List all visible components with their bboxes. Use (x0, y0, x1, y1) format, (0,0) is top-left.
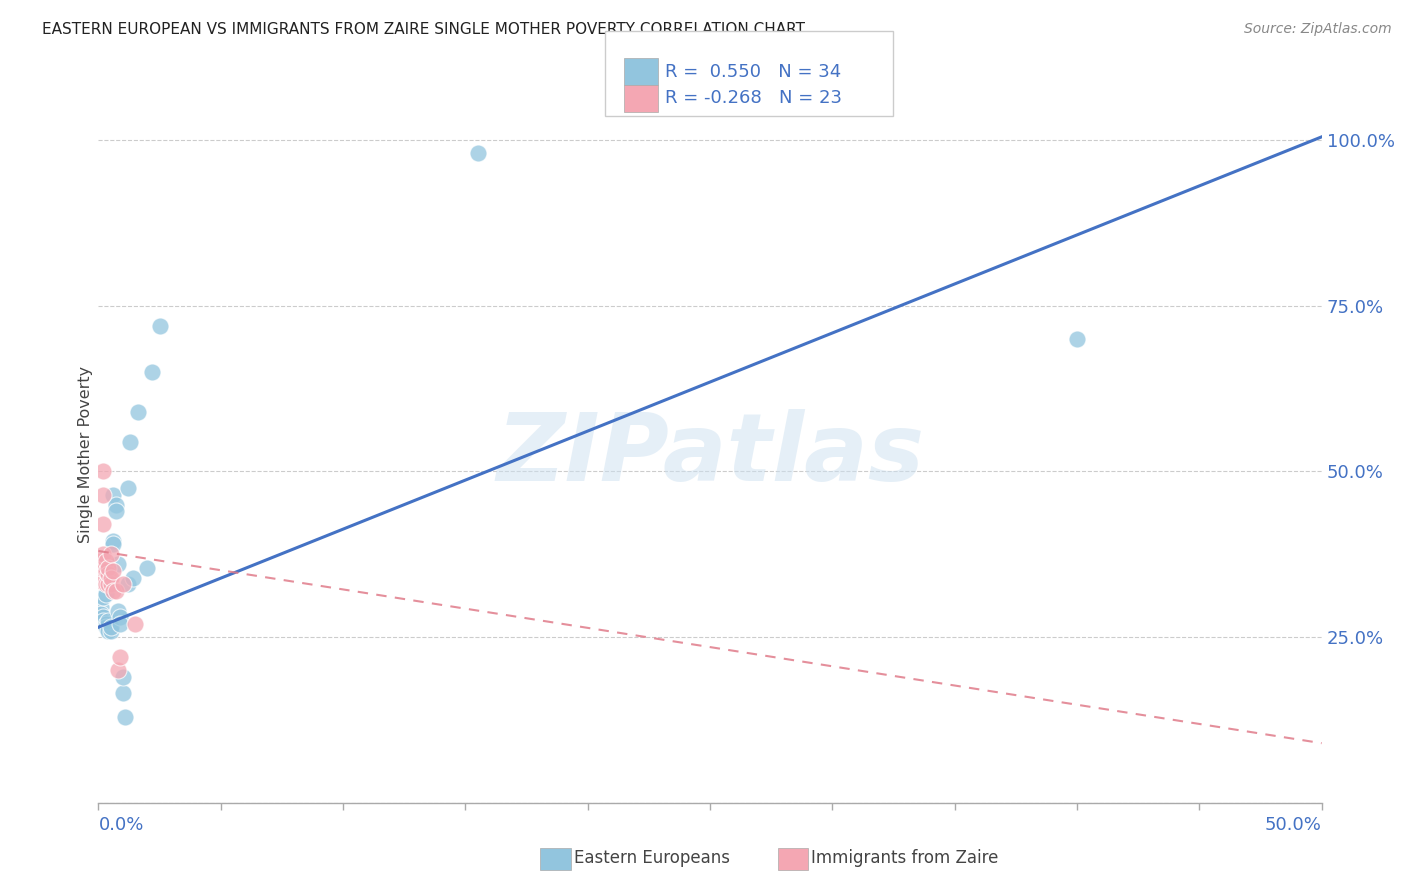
Point (121, 570, 143, 584)
Point (101, 488, 124, 502)
Text: 50.0%: 50.0% (1265, 816, 1322, 834)
Point (117, 577, 139, 591)
Point (91, 517, 114, 532)
Point (94, 564, 117, 578)
Point (117, 481, 139, 495)
Point (110, 650, 132, 665)
Point (91, 610, 114, 624)
Point (467, 146, 489, 161)
Point (94, 554, 117, 568)
Text: Source: ZipAtlas.com: Source: ZipAtlas.com (1244, 22, 1392, 37)
Point (97, 560, 120, 574)
Point (100, 547, 122, 561)
Point (97, 567, 120, 582)
Text: EASTERN EUROPEAN VS IMMIGRANTS FROM ZAIRE SINGLE MOTHER POVERTY CORRELATION CHAR: EASTERN EUROPEAN VS IMMIGRANTS FROM ZAIR… (42, 22, 806, 37)
Point (90, 600, 112, 615)
Point (101, 583, 124, 598)
Point (90, 607, 112, 621)
Point (97, 624, 120, 638)
Point (1066, 332, 1088, 346)
Point (107, 558, 129, 572)
Point (104, 583, 127, 598)
Text: ZIPatlas: ZIPatlas (496, 409, 924, 501)
Text: Eastern Europeans: Eastern Europeans (574, 849, 730, 867)
Point (120, 434, 142, 449)
Point (91, 488, 114, 502)
Point (124, 616, 146, 631)
Point (91, 465, 114, 479)
Point (100, 577, 122, 591)
Point (100, 570, 122, 584)
Point (97, 614, 120, 628)
Point (101, 564, 124, 578)
Point (91, 547, 114, 561)
Point (101, 534, 124, 549)
Text: R =  0.550   N = 34: R = 0.550 N = 34 (665, 62, 841, 80)
Point (90, 560, 112, 574)
Text: R = -0.268   N = 23: R = -0.268 N = 23 (665, 89, 842, 107)
Point (107, 663, 129, 677)
Text: Immigrants from Zaire: Immigrants from Zaire (811, 849, 998, 867)
Point (94, 577, 117, 591)
Point (110, 616, 132, 631)
Point (141, 365, 163, 379)
Point (111, 670, 134, 684)
Point (91, 614, 114, 628)
Point (100, 620, 122, 634)
Point (100, 624, 122, 638)
Point (90, 574, 112, 588)
Point (94, 620, 117, 634)
Point (101, 537, 124, 551)
Point (111, 686, 134, 700)
Point (90, 554, 112, 568)
Point (110, 610, 132, 624)
Point (136, 560, 159, 574)
Y-axis label: Single Mother Poverty: Single Mother Poverty (77, 367, 93, 543)
Point (91, 591, 114, 605)
Point (149, 318, 172, 333)
Point (114, 709, 136, 723)
Point (97, 577, 120, 591)
Point (111, 577, 134, 591)
Point (94, 616, 117, 631)
Text: 0.0%: 0.0% (98, 816, 143, 834)
Point (104, 504, 127, 518)
Point (127, 405, 149, 419)
Point (94, 587, 117, 601)
Point (104, 498, 127, 512)
Point (107, 604, 129, 618)
